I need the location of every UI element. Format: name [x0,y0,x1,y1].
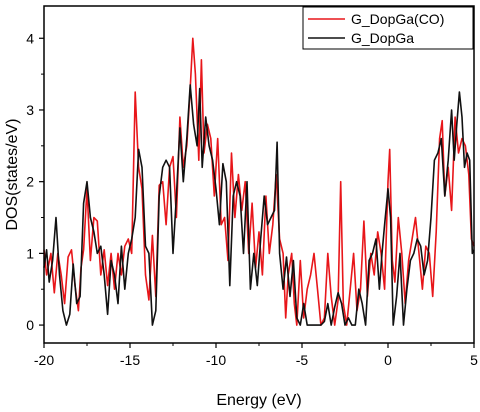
x-tick-label: -10 [206,352,226,368]
y-tick-label: 1 [26,245,34,261]
y-tick-label: 2 [26,174,34,190]
legend-label-g-dopga-co: G_DopGa(CO) [351,11,444,27]
x-tick-label: -20 [34,352,54,368]
y-tick-label: 4 [26,30,34,46]
y-tick-label: 3 [26,102,34,118]
series-line-0 [43,37,475,326]
x-tick-label: -5 [296,352,309,368]
y-axis: 0 1 2 3 4 [26,30,44,333]
y-tick-label: 0 [26,317,34,333]
legend-label-g-dopga: G_DopGa [351,30,414,46]
x-tick-label: 0 [384,352,392,368]
x-axis-title: Energy (eV) [216,392,301,409]
x-axis: -20 -15 -10 -5 0 5 [34,343,478,368]
legend-box [302,6,474,50]
x-tick-label: -15 [120,352,140,368]
plot-series [43,37,475,326]
legend: G_DopGa(CO) G_DopGa [302,6,474,50]
y-axis-title: DOS(states/eV) [4,118,21,230]
series-line-1 [43,84,475,326]
x-tick-label: 5 [470,352,478,368]
